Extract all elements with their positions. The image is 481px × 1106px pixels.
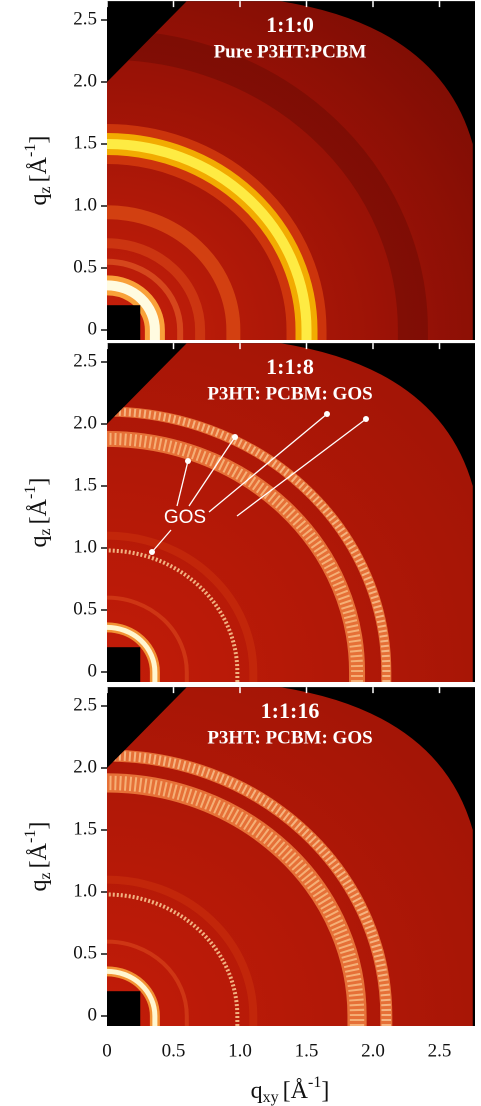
ring	[107, 548, 240, 682]
y-tick-label: 0	[88, 1004, 98, 1025]
panel-subtitle: P3HT: PCBM: GOS	[207, 727, 372, 748]
axis-label-part: z	[37, 872, 54, 879]
annotation-line	[208, 413, 328, 513]
y-tick-label: 0.5	[73, 942, 97, 963]
beamstop	[107, 991, 141, 1026]
panel-subtitle: P3HT: PCBM: GOS	[207, 383, 372, 404]
ring	[107, 280, 160, 340]
axis-label-part: ]	[26, 136, 52, 144]
y-tick-label: 2.5	[73, 8, 97, 29]
axis-label-part: -1	[22, 830, 39, 843]
y-tick-label: 1.0	[73, 536, 97, 557]
annotation-line	[151, 529, 172, 553]
y-tick-label: 2.0	[73, 70, 97, 91]
axis-label-part: ]	[321, 1078, 329, 1104]
x-tick-label: 1.5	[295, 1040, 319, 1061]
axis-label-part: q	[26, 879, 52, 891]
axis-label-part: -1	[22, 486, 39, 499]
ring	[107, 432, 364, 682]
axis-label-part: [Å	[26, 498, 52, 524]
y-tick-label: 0	[88, 660, 98, 681]
axis-label-part: -1	[22, 144, 39, 157]
axis-label: qxy [Å-1]	[251, 1074, 330, 1106]
ring	[107, 258, 184, 340]
axis-label: qz [Å-1]	[22, 136, 54, 206]
annotation-dot	[185, 458, 191, 464]
annotation-dot	[324, 411, 330, 417]
annotation-dot	[363, 416, 369, 422]
scattering-image	[107, 1, 473, 341]
ring	[107, 968, 158, 1026]
panel-title: 1:1:8	[266, 354, 314, 379]
y-tick-label: 0.5	[73, 598, 97, 619]
axis-label: qz [Å-1]	[22, 822, 54, 892]
axis-label-part: q	[251, 1078, 263, 1104]
axis-label-part: ]	[26, 478, 52, 486]
annotation-line	[236, 418, 367, 517]
y-tick-label: 1.0	[73, 880, 97, 901]
y-tick-label: 1.5	[73, 474, 97, 495]
beamstop	[107, 305, 141, 340]
axis-label-part: [Å	[26, 842, 52, 868]
y-tick-label: 2.5	[73, 694, 97, 715]
y-tick-label: 1.5	[73, 132, 97, 153]
x-tick-label: 2.5	[428, 1040, 452, 1061]
annotation-dot	[149, 549, 155, 555]
beamstop	[107, 647, 141, 682]
ring	[107, 892, 240, 1026]
annotation: GOS	[164, 507, 206, 528]
panel: 1:1:0 Pure P3HT:PCBM 0 0.5 1.0 1.5 2.0 2.5 qz [Å-…	[22, 1, 475, 341]
y-tick-label: 0.5	[73, 256, 97, 277]
ring	[107, 29, 428, 340]
ring	[107, 407, 391, 682]
ring	[107, 595, 189, 682]
ring	[107, 205, 241, 340]
panel-title: 1:1:0	[266, 12, 314, 37]
panel: 1:1:16 P3HT: PCBM: GOS 0 0.5 1.0 1.5 2.0 2.5 0 0.…	[22, 687, 475, 1106]
ring	[107, 775, 365, 1026]
ring	[107, 624, 158, 682]
panel-title: 1:1:16	[261, 698, 320, 723]
axis-label-part: [Å	[283, 1078, 309, 1104]
panel-subtitle: Pure P3HT:PCBM	[214, 41, 367, 62]
y-tick-label: 1.0	[73, 194, 97, 215]
axis-label-part: [Å	[26, 156, 52, 182]
axis-label: qz [Å-1]	[22, 478, 54, 548]
ring	[107, 750, 392, 1026]
axis-label-part: q	[26, 193, 52, 205]
y-tick-label: 2.0	[73, 756, 97, 777]
panel: 1:1:8 P3HT: PCBM: GOS 0 0.5 1.0 1.5 2.0 2.5 qz [Å…	[22, 343, 475, 682]
ring	[107, 875, 258, 1026]
ring	[107, 939, 189, 1026]
y-tick-label: 2.5	[73, 350, 97, 371]
y-tick-label: 0	[88, 318, 98, 339]
axis-label-part: z	[37, 528, 54, 535]
annotation-line	[188, 436, 236, 507]
scattering-image	[107, 343, 473, 682]
scattering-image	[107, 687, 473, 1026]
x-tick-label: 1.0	[228, 1040, 252, 1061]
ring	[107, 531, 258, 682]
axis-label-part: q	[26, 535, 52, 547]
axis-label-part: z	[37, 186, 54, 193]
ring	[107, 139, 312, 340]
x-tick-label: 0.5	[162, 1040, 186, 1061]
ring	[107, 238, 206, 340]
annotation-line	[176, 460, 189, 507]
x-tick-label: 2.0	[361, 1040, 385, 1061]
axis-label-part: xy	[263, 1089, 279, 1106]
annotation-dot	[232, 434, 238, 440]
axis-label-part: ]	[26, 822, 52, 830]
axis-label-part: -1	[308, 1074, 321, 1091]
x-tick-label: 0	[102, 1040, 112, 1061]
y-tick-label: 1.5	[73, 818, 97, 839]
y-tick-label: 2.0	[73, 412, 97, 433]
